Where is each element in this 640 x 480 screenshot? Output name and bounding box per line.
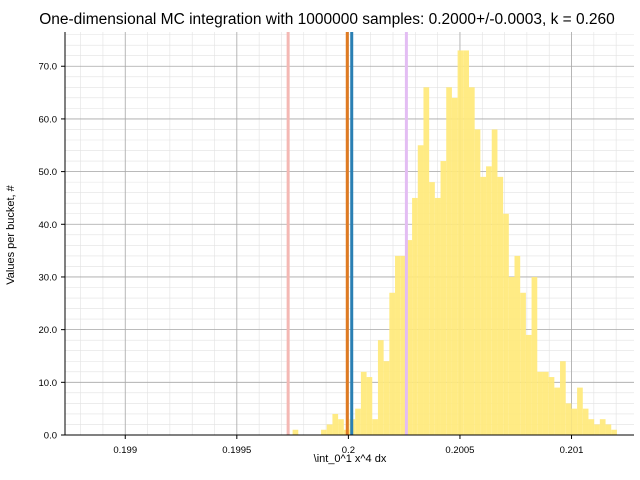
reference-lines <box>286 32 408 435</box>
histogram-bar <box>560 361 566 435</box>
histogram-bar <box>355 408 361 435</box>
histogram-bar <box>582 408 589 435</box>
histogram-bar <box>577 387 583 435</box>
histogram-bar <box>508 276 515 435</box>
histogram-bar <box>497 176 504 436</box>
y-axis-label: Values per bucket, # <box>5 184 17 284</box>
y-tick-label: 60.0 <box>39 114 58 125</box>
x-tick-label: 0.2 <box>342 445 355 456</box>
histogram-bar <box>417 145 424 435</box>
x-axis-ticks: 0.199 0.1995 0.2 0.2005 0.201 <box>113 435 583 456</box>
y-axis-ticks: 0.0 10.0 20.0 30.0 40.0 50.0 60.0 70.0 <box>39 62 65 442</box>
histogram-bar <box>514 255 521 435</box>
histogram-bar <box>434 197 441 435</box>
histogram-bar <box>554 387 561 435</box>
histogram-bar <box>321 429 327 435</box>
histogram-bar <box>423 87 430 436</box>
histogram-bar <box>491 129 498 435</box>
histogram-bar <box>480 176 487 436</box>
histogram-bar <box>565 403 572 435</box>
histogram-bar <box>525 334 532 435</box>
histogram-bar <box>457 50 464 436</box>
histogram-bar <box>440 161 447 435</box>
histogram-bar <box>548 377 555 435</box>
histogram-bar <box>412 197 418 435</box>
histogram-bar <box>531 276 538 435</box>
x-tick-label: 0.1995 <box>222 445 251 456</box>
histogram-bar <box>400 255 407 435</box>
axes <box>64 32 634 436</box>
y-tick-label: 30.0 <box>39 272 58 283</box>
histogram-bars <box>292 50 617 436</box>
histogram-bar <box>429 182 435 435</box>
histogram-bar <box>542 371 549 435</box>
y-tick-label: 10.0 <box>39 378 58 389</box>
histogram-bar <box>588 419 595 435</box>
histogram-bar <box>599 419 606 435</box>
histogram-bar <box>377 340 384 435</box>
histogram-bar <box>292 429 299 435</box>
histogram-bar <box>326 424 333 435</box>
x-tick-label: 0.199 <box>113 445 137 456</box>
histogram-bar <box>366 377 373 435</box>
histogram-bar <box>537 371 543 435</box>
histogram-bar <box>611 429 617 435</box>
histogram-bar <box>571 408 578 435</box>
histogram-bar <box>594 424 600 435</box>
histogram-bar <box>463 50 469 436</box>
y-tick-label: 70.0 <box>39 62 58 73</box>
y-tick-label: 20.0 <box>39 325 58 336</box>
y-tick-label: 50.0 <box>39 167 58 178</box>
histogram-bar <box>372 419 378 435</box>
histogram-bar <box>486 166 492 436</box>
y-tick-label: 40.0 <box>39 220 58 231</box>
x-tick-label: 0.2005 <box>445 445 474 456</box>
histogram-bar <box>383 361 390 435</box>
histogram-bar <box>468 87 475 436</box>
y-tick-label: 0.0 <box>44 431 57 442</box>
histogram-bar <box>446 87 452 436</box>
histogram-bar <box>332 413 339 435</box>
histogram-bar <box>503 213 509 435</box>
histogram-bar <box>605 424 612 435</box>
chart-title: One-dimensional MC integration with 1000… <box>39 11 615 28</box>
histogram-bar <box>389 292 396 435</box>
x-axis-label: \int_0^1 x^4 dx <box>314 453 387 465</box>
histogram-bar <box>338 419 344 435</box>
histogram-bar <box>360 371 367 435</box>
histogram-bar <box>474 129 481 435</box>
histogram-bar <box>520 292 526 435</box>
histogram-bar <box>406 240 413 435</box>
histogram-bar <box>395 255 401 435</box>
x-tick-label: 0.201 <box>560 445 584 456</box>
histogram-bar <box>451 97 458 435</box>
